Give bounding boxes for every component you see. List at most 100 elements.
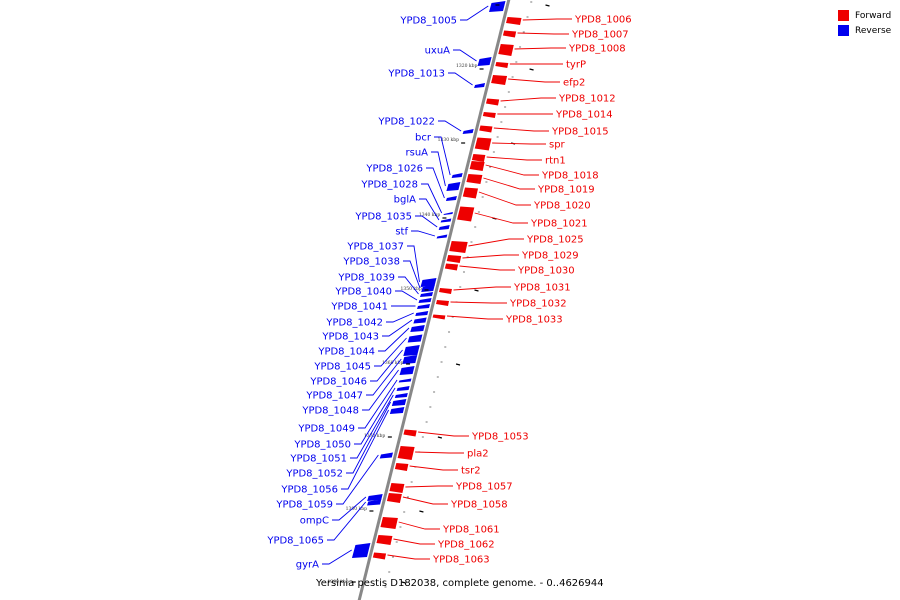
leader-line-ypd8-1006 [522, 18, 572, 21]
gene-block-ypd8-1018 [469, 161, 485, 171]
leader-line-efp2 [508, 78, 560, 83]
gene-label-ypd8-1043: YPD8_1043 [321, 332, 379, 343]
gene-block-ypd8-1042 [415, 311, 429, 316]
gene-block-ypd8-1005 [489, 1, 506, 12]
gene-label-ypd8-1005: YPD8_1005 [399, 16, 457, 27]
leader-line-ypd8-1028 [421, 183, 443, 214]
leader-line-ypd8-1044 [378, 327, 410, 352]
leader-line-ypd8-1019 [483, 177, 535, 190]
gene-block-ypd8-1057 [389, 483, 405, 493]
gene-label-ypd8-1007: YPD8_1007 [571, 30, 629, 41]
gene-label-ypd8-1030: YPD8_1030 [517, 266, 575, 277]
gene-block-ypd8-1045 [407, 334, 423, 343]
leader-line-ypd8-1037 [407, 245, 420, 283]
gene-label-ypd8-1014: YPD8_1014 [555, 110, 613, 121]
leader-line-ypd8-1063 [387, 554, 430, 560]
kbp-label-1390-kbp: 1390 kbp [327, 579, 348, 585]
leader-line-ypd8-1018 [485, 164, 539, 176]
gene-label-ypd8-1021: YPD8_1021 [530, 219, 588, 230]
major-tick-right [474, 289, 479, 292]
leader-line-ypd8-1035 [415, 215, 438, 228]
gene-label-ypd8-1041: YPD8_1041 [330, 302, 388, 313]
gene-label-ypd8-1035: YPD8_1035 [354, 212, 412, 223]
gene-label-ypd8-1059: YPD8_1059 [275, 500, 333, 511]
gene-block-ypd8-1012 [485, 98, 500, 106]
leader-line-ypd8-1015 [493, 127, 549, 132]
leader-line-ypd8-1057 [405, 485, 453, 488]
leader-line-rsua [431, 151, 446, 187]
gene-label-bgla: bglA [394, 195, 416, 206]
gene-label-ypd8-1015: YPD8_1015 [551, 127, 609, 138]
gene-block-pla2 [397, 446, 415, 460]
gene-block-stf [436, 234, 448, 239]
leader-line-ypd8-1043 [382, 319, 413, 337]
gene-block-gyra [351, 543, 371, 558]
genome-caption: Yersinia pestis D182038, complete genome… [316, 578, 604, 589]
gene-block-ypd8-1035 [438, 225, 450, 230]
gene-label-ompc: ompC [300, 516, 329, 527]
leader-line-ypd8-1038 [403, 260, 421, 289]
gene-block-ypd8-1019 [466, 174, 483, 184]
leader-line-ypd8-1065 [327, 501, 367, 541]
leader-line-ypd8-1030 [459, 265, 515, 271]
leader-line-ypd8-1048 [362, 369, 399, 411]
leader-line-stf [411, 230, 436, 237]
gene-block-ypd8-1050 [396, 386, 410, 391]
leader-line-tsr2 [409, 465, 458, 471]
gene-block-ypd8-1013 [474, 83, 486, 88]
gene-label-stf: stf [395, 227, 408, 238]
major-tick-right [437, 436, 443, 439]
gene-label-ypd8-1029: YPD8_1029 [521, 251, 579, 262]
gene-label-ypd8-1046: YPD8_1046 [309, 377, 367, 388]
gene-label-ypd8-1031: YPD8_1031 [513, 283, 571, 294]
gene-label-ypd8-1053: YPD8_1053 [471, 432, 529, 443]
gene-label-ypd8-1006: YPD8_1006 [574, 15, 632, 26]
gene-label-uxua: uxuA [425, 46, 451, 57]
leader-line-ypd8-1059 [336, 454, 379, 505]
gene-label-ypd8-1050: YPD8_1050 [293, 440, 351, 451]
leader-line-ypd8-1029 [462, 254, 519, 259]
gene-block-ypd8-1048 [399, 366, 415, 375]
gene-label-ypd8-1048: YPD8_1048 [301, 406, 359, 417]
leader-line-ypd8-1021 [474, 212, 528, 224]
gene-block-ypd8-1063 [372, 552, 387, 560]
kbp-label-1320-kbp: 1320 kbp [456, 63, 477, 69]
gene-block-bgla [440, 218, 452, 223]
gene-label-ypd8-1026: YPD8_1026 [365, 164, 423, 175]
leader-line-ompc [332, 496, 367, 521]
leader-line-ypd8-1042 [386, 312, 414, 323]
gene-block-ypd8-1052 [391, 399, 407, 406]
leader-line-ypd8-1012 [500, 97, 556, 102]
gene-block-ypd8-1007 [502, 30, 517, 38]
leader-line-ypd8-1050 [354, 387, 396, 445]
leader-line-ypd8-1062 [393, 538, 435, 545]
gene-block-ypd8-1030 [444, 263, 459, 271]
leader-line-ypd8-1013 [448, 72, 473, 86]
gene-label-spr: spr [549, 140, 566, 151]
gene-label-rtn1: rtn1 [545, 156, 566, 167]
gene-label-ypd8-1044: YPD8_1044 [317, 347, 375, 358]
gene-label-ypd8-1019: YPD8_1019 [537, 185, 595, 196]
gene-label-ypd8-1037: YPD8_1037 [346, 242, 404, 253]
kbp-label-1340-kbp: 1340 kbp [419, 212, 440, 218]
leader-line-ypd8-1045 [374, 337, 407, 367]
leader-line-uxua [453, 49, 477, 62]
gene-block-bcr [451, 173, 463, 178]
gene-label-ypd8-1058: YPD8_1058 [450, 500, 508, 511]
leader-line-ypd8-1053 [418, 431, 469, 437]
gene-label-ypd8-1028: YPD8_1028 [360, 180, 418, 191]
gene-block-efp2 [491, 75, 508, 85]
gene-block-ypd8-1033 [432, 314, 446, 320]
gene-block-ypd8-1040 [418, 298, 432, 303]
legend-item-forward: Forward [838, 8, 891, 23]
gene-label-ypd8-1012: YPD8_1012 [558, 94, 616, 105]
gene-block-ypd8-1014 [482, 112, 496, 118]
gene-block-ypd8-1047 [402, 355, 418, 364]
gene-block-spr [474, 137, 492, 151]
gene-block-rtn1 [471, 154, 486, 162]
gene-label-ypd8-1063: YPD8_1063 [432, 555, 490, 566]
gene-block-ypd8-1046 [403, 345, 420, 356]
gene-label-tsr2: tsr2 [461, 466, 481, 477]
gene-block-ypd8-1031 [438, 288, 452, 294]
gene-block-ypd8-1020 [462, 187, 479, 199]
